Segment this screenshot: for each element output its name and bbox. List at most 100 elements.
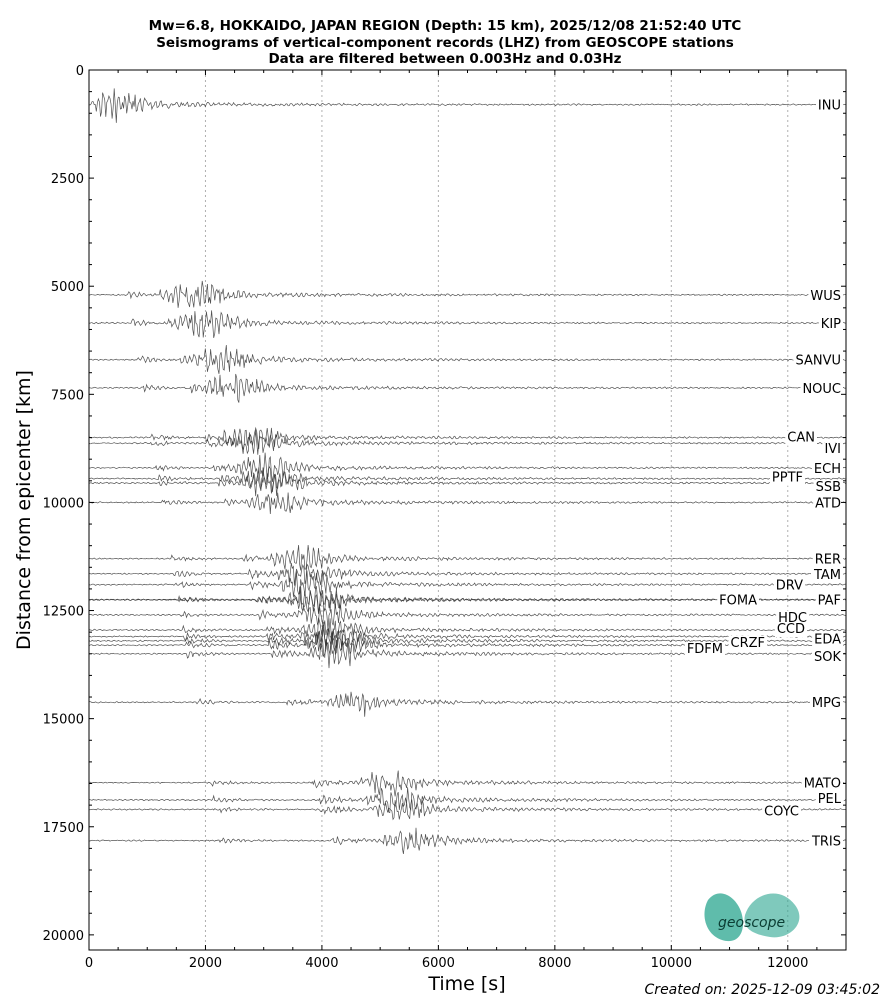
station-label-mpg: MPG	[812, 696, 841, 711]
station-label-fdfm: FDFM	[687, 642, 723, 657]
station-label-paf: PAF	[818, 594, 841, 609]
y-tick-label: 12500	[43, 605, 84, 620]
trace-sanvu	[88, 344, 846, 374]
chart-title-line-1: Mw=6.8, HOKKAIDO, JAPAN REGION (Depth: 1…	[148, 18, 742, 34]
station-label-ivi: IVI	[824, 442, 841, 457]
station-label-background	[811, 461, 843, 477]
trace-tris	[89, 827, 846, 854]
seismogram-traces	[88, 88, 847, 854]
geoscope-logo: geoscope	[704, 893, 800, 942]
station-label-ech: ECH	[814, 462, 841, 477]
station-label-can: CAN	[787, 431, 815, 446]
trace-nouc	[88, 373, 846, 403]
station-label-background	[810, 567, 843, 583]
x-axis-label: Time [s]	[427, 973, 505, 995]
trace-ssb	[88, 471, 847, 497]
station-label-background	[774, 622, 807, 637]
station-label-foma: FOMA	[719, 594, 757, 609]
station-label-nouc: NOUC	[802, 382, 841, 397]
trace-mpg	[88, 691, 846, 717]
station-label-background	[813, 496, 843, 512]
station-label-background	[808, 834, 843, 850]
trace-pel	[88, 787, 847, 814]
trace-drv	[88, 570, 846, 597]
trace-atd	[88, 492, 846, 515]
station-label-background	[812, 552, 843, 568]
trace-coyc	[88, 799, 846, 821]
station-label-background	[808, 288, 843, 304]
trace-mato	[88, 770, 846, 797]
station-label-background	[801, 776, 843, 792]
station-label-mato: MATO	[804, 777, 841, 792]
trace-ech	[88, 452, 846, 482]
x-tick-label: 4000	[305, 956, 338, 971]
x-tick-label: 6000	[422, 956, 455, 971]
station-label-atd: ATD	[815, 496, 841, 511]
y-tick-label: 7500	[51, 388, 84, 403]
y-tick-label: 15000	[43, 713, 84, 728]
plot-frame	[88, 69, 847, 951]
station-label-background	[800, 381, 843, 397]
x-tick-label: 0	[85, 956, 93, 971]
x-tick-label: 10000	[651, 956, 692, 971]
station-label-background	[785, 430, 817, 446]
y-tick-label: 0	[76, 64, 84, 79]
trace-inu	[88, 88, 846, 123]
station-label-background	[818, 316, 844, 332]
trace-ccd	[88, 617, 846, 645]
station-label-background	[773, 578, 806, 594]
station-label-sanvu: SANVU	[795, 354, 841, 369]
station-label-tam: TAM	[813, 568, 841, 583]
axis-ticks: 0 2000 4000 6000 8000 10000 12000 0 2500 5000 7500…	[43, 64, 847, 971]
trace-rer	[88, 544, 847, 571]
station-label-background	[815, 791, 844, 807]
trace-can	[88, 426, 846, 450]
globe-lobe-left	[704, 893, 744, 942]
y-tick-label: 2500	[51, 172, 84, 187]
station-label-eda: EDA	[814, 632, 841, 647]
station-label-coyc: COYC	[764, 804, 799, 819]
x-tick-label: 2000	[189, 956, 222, 971]
trace-hdc	[89, 603, 846, 630]
station-label-pel: PEL	[818, 792, 842, 807]
station-label-ccd: CCD	[777, 622, 805, 637]
y-tick-label: 20000	[43, 929, 84, 944]
trace-tam	[88, 562, 846, 586]
y-tick-label: 10000	[43, 496, 84, 511]
station-label-background	[822, 442, 843, 458]
station-label-background	[684, 642, 725, 658]
globe-lobe-right	[744, 893, 800, 938]
station-label-wus: WUS	[810, 289, 841, 304]
station-label-background	[812, 632, 844, 648]
y-tick-label: 17500	[43, 821, 84, 836]
station-label-background	[815, 98, 843, 114]
created-on-footer: Created on: 2025-12-09 03:45:02	[644, 982, 880, 998]
chart-title-line-2: Seismograms of vertical-component record…	[156, 35, 734, 51]
station-label-background	[762, 804, 801, 820]
station-label-sok: SOK	[814, 650, 841, 665]
logo-text: geoscope	[718, 915, 785, 931]
station-label-pptf: PPTF	[772, 471, 803, 486]
station-label-background	[793, 353, 843, 369]
station-label-rer: RER	[815, 553, 841, 568]
y-tick-label: 5000	[51, 280, 84, 295]
trace-kip	[88, 310, 846, 338]
station-label-background	[769, 470, 805, 486]
trace-wus	[88, 280, 846, 308]
station-label-background	[815, 593, 843, 609]
x-tick-label: 12000	[767, 956, 808, 971]
y-axis-label: Distance from epicenter [km]	[13, 370, 35, 650]
station-label-inu: INU	[818, 99, 841, 114]
station-label-ssb: SSB	[816, 480, 841, 495]
trace-crzf	[88, 625, 846, 656]
station-label-drv: DRV	[776, 579, 803, 594]
station-label-tris: TRIS	[811, 835, 841, 850]
station-label-crzf: CRZF	[731, 636, 766, 651]
trace-eda	[88, 621, 846, 650]
trace-ivi	[88, 430, 846, 455]
grid-lines	[204, 70, 789, 950]
station-label-background	[728, 635, 767, 651]
station-label-background	[813, 479, 843, 495]
